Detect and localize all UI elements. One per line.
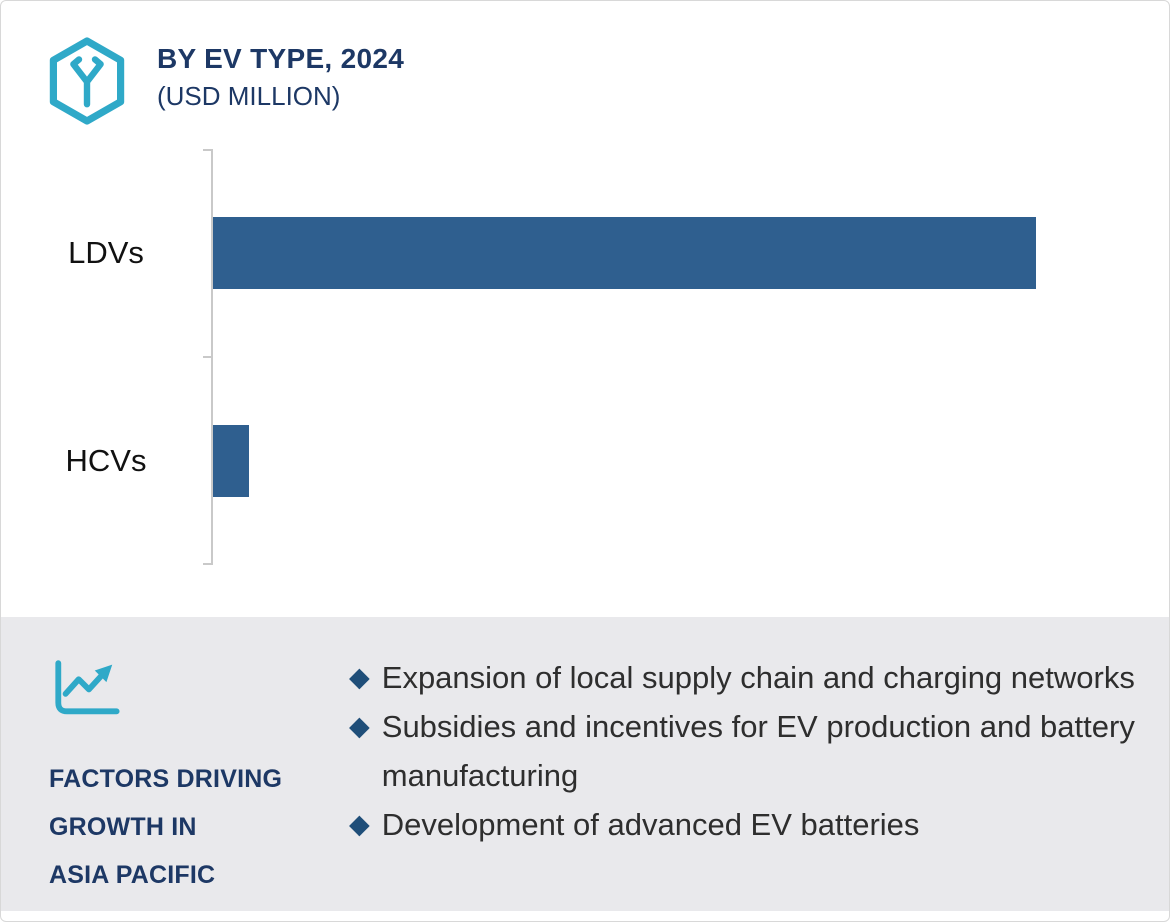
factors-list: ◆ Expansion of local supply chain and ch… [349,653,1139,911]
diamond-bullet-icon: ◆ [349,809,370,839]
factors-title-line: ASIA PACIFIC [49,861,216,889]
factors-title: FACTORS DRIVING GROWTH IN ASIA PACIFIC [49,755,301,899]
chart-title: BY EV TYPE, 2024 [157,43,405,74]
diamond-bullet-icon: ◆ [349,662,370,692]
chart-header: BY EV TYPE, 2024 (USD MILLION) [1,1,1169,125]
line-chart-icon [55,660,120,715]
factors-title-line: GROWTH IN [49,813,197,841]
chart-subtitle: (USD MILLION) [157,81,341,111]
factor-item: ◆ Development of advanced EV batteries [349,800,1139,849]
category-label-ldvs: LDVs [68,235,144,270]
axis-tick [203,356,212,358]
bar-chart: LDVs HCVs [1,149,1159,565]
bar-ldvs [213,217,1036,289]
factors-panel: FACTORS DRIVING GROWTH IN ASIA PACIFIC ◆… [1,617,1169,911]
bar-row-hcvs: HCVs [1,357,1159,565]
factor-text: Expansion of local supply chain and char… [381,660,1135,695]
factor-item: ◆ Expansion of local supply chain and ch… [349,653,1139,702]
hexagon-brand-logo-icon [49,37,125,125]
category-label-hcvs: HCVs [65,443,147,478]
factor-item: ◆ Subsidies and incentives for EV produc… [349,702,1139,800]
axis-tick [203,149,212,151]
bar-row-ldvs: LDVs [1,149,1159,357]
plot-area [211,357,1159,565]
factors-left-column: FACTORS DRIVING GROWTH IN ASIA PACIFIC [49,653,301,911]
chart-titles: BY EV TYPE, 2024 (USD MILLION) [157,37,404,112]
factor-text: Development of advanced EV batteries [381,807,920,842]
axis-tick [203,563,212,565]
plot-area [211,149,1159,357]
diamond-bullet-icon: ◆ [349,711,370,741]
factor-text: Subsidies and incentives for EV producti… [381,709,1135,793]
bar-hcvs [213,425,250,497]
factors-title-line: FACTORS DRIVING [49,765,283,793]
